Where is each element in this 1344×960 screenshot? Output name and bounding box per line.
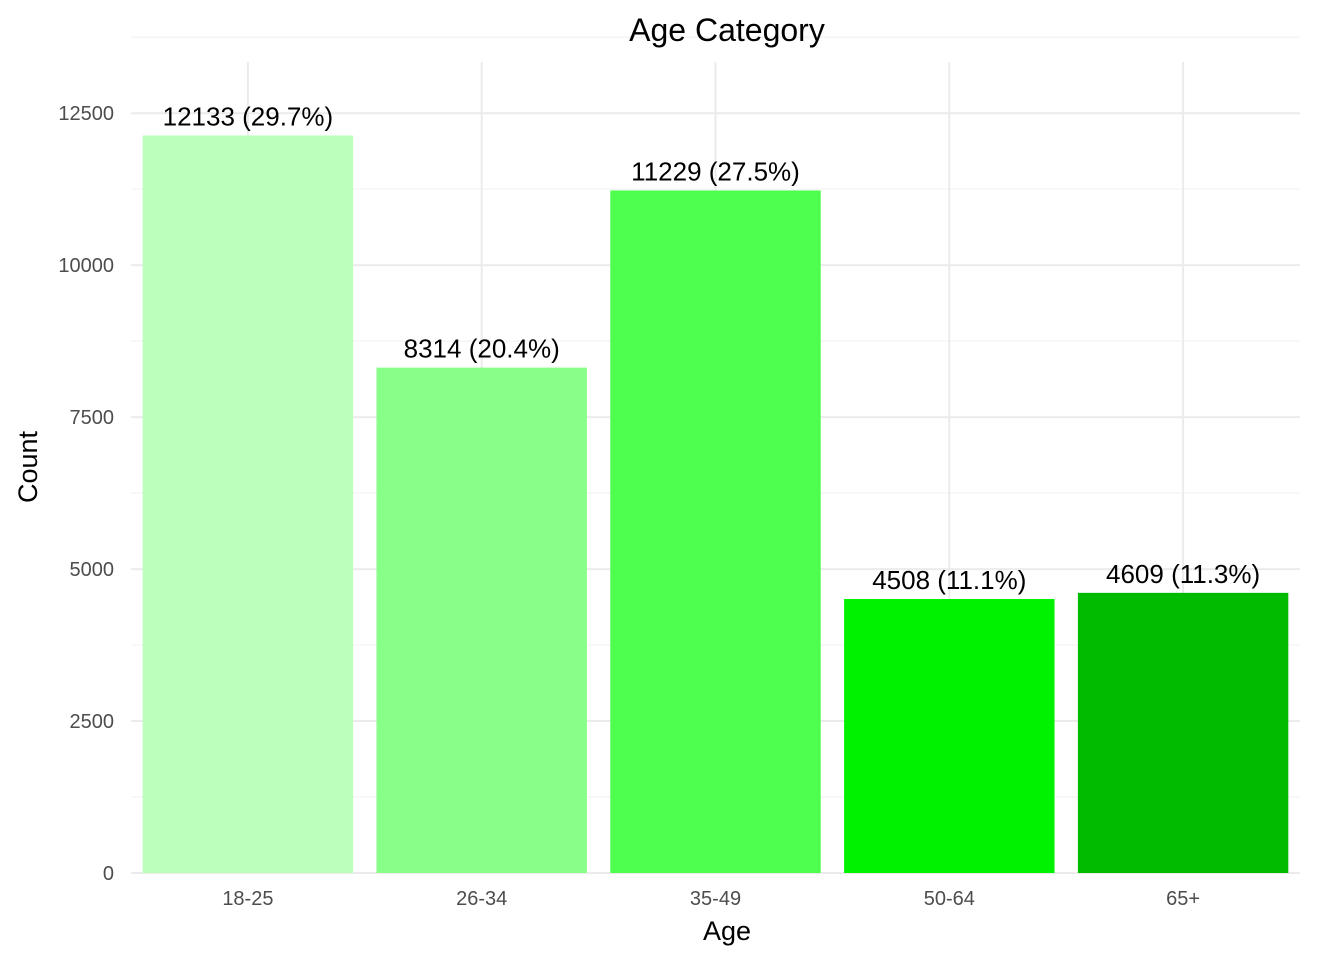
y-tick-label: 7500 bbox=[70, 407, 115, 429]
bar-data-label: 12133 (29.7%) bbox=[163, 102, 334, 132]
x-axis-ticks: 18-25 26-34 35-49 50-64 65+ bbox=[222, 888, 1200, 910]
x-tick-label: 18-25 bbox=[222, 888, 273, 910]
bar-50-64 bbox=[844, 598, 1055, 873]
x-tick-label: 35-49 bbox=[690, 888, 741, 910]
bar-26-34 bbox=[376, 367, 587, 873]
bar-data-label: 8314 (20.4%) bbox=[404, 334, 560, 364]
chart-title: Age Category bbox=[629, 12, 825, 48]
x-axis-title: Age bbox=[703, 916, 751, 946]
bar-65+ bbox=[1077, 592, 1289, 873]
bar-35-49 bbox=[610, 190, 821, 873]
y-axis-title: Count bbox=[13, 430, 43, 503]
bars bbox=[142, 135, 1289, 874]
x-tick-label: 50-64 bbox=[924, 888, 975, 910]
y-axis-ticks: 0 2500 5000 7500 10000 12500 bbox=[58, 103, 114, 885]
bar-data-label: 4508 (11.1%) bbox=[872, 565, 1026, 595]
y-tick-label: 12500 bbox=[58, 103, 114, 125]
x-tick-label: 65+ bbox=[1166, 888, 1200, 910]
y-tick-label: 0 bbox=[103, 863, 114, 885]
bar-data-label: 4609 (11.3%) bbox=[1106, 559, 1260, 589]
y-tick-label: 5000 bbox=[70, 559, 115, 581]
bar-data-label: 11229 (27.5%) bbox=[631, 156, 800, 186]
y-tick-label: 10000 bbox=[58, 255, 114, 277]
bar-labels: 12133 (29.7%) 8314 (20.4%) 11229 (27.5%) 45… bbox=[163, 102, 1261, 595]
y-tick-label: 2500 bbox=[70, 711, 115, 733]
x-tick-label: 26-34 bbox=[456, 888, 507, 910]
bar-18-25 bbox=[142, 135, 354, 874]
